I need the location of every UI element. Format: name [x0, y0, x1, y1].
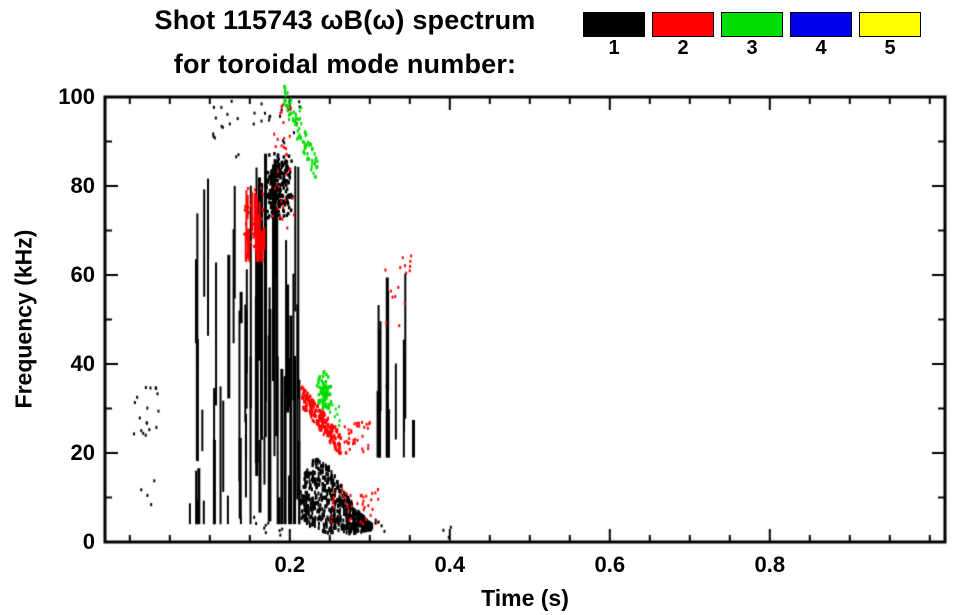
legend-item-label: 3: [746, 37, 758, 59]
legend-swatch: [859, 12, 921, 37]
legend-item-label: 4: [815, 37, 827, 59]
x-tick-label: 0.6: [594, 552, 626, 577]
y-tick-label: 100: [58, 84, 95, 109]
chart-title-line2: for toroidal mode number:: [173, 49, 517, 79]
legend-item-label: 1: [608, 37, 620, 59]
y-tick-label: 20: [70, 440, 95, 465]
y-tick-label: 0: [82, 529, 95, 554]
y-tick-label: 40: [70, 351, 95, 376]
legend-item-label: 2: [677, 37, 689, 59]
legend-item-label: 5: [884, 37, 896, 59]
x-tick-label: 0.8: [754, 552, 786, 577]
legend-swatch: [721, 12, 783, 37]
x-tick-label: 0.2: [274, 552, 306, 577]
legend-item: 1: [583, 12, 645, 59]
y-tick-label: 80: [70, 173, 95, 198]
legend-item: 3: [721, 12, 783, 59]
legend-item: 4: [790, 12, 852, 59]
y-tick-label: 60: [70, 262, 95, 287]
legend-swatch: [790, 12, 852, 37]
legend-item: 2: [652, 12, 714, 59]
y-axis-title: Frequency (kHz): [10, 229, 37, 409]
x-tick-label: 0.4: [434, 552, 466, 577]
chart-title-line1: Shot 115743 ωB(ω) spectrum: [154, 5, 536, 35]
legend-item: 5: [859, 12, 921, 59]
legend-swatch: [583, 12, 645, 37]
legend-swatch: [652, 12, 714, 37]
x-axis-title: Time (s): [481, 585, 569, 611]
legend: 1 2 3 4 5: [583, 12, 921, 59]
